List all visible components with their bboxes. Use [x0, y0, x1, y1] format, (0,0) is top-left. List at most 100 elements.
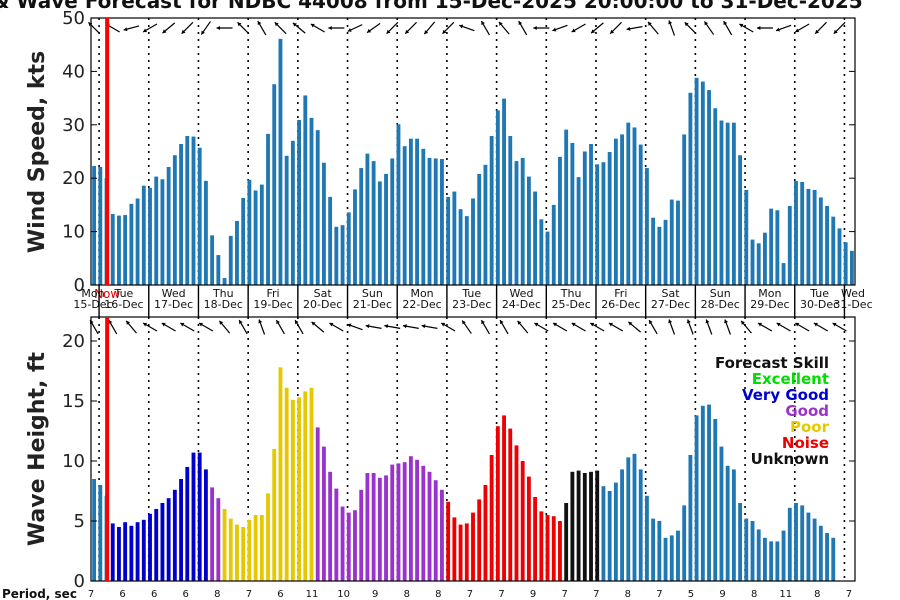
period-label: 8 [214, 589, 220, 600]
y-tick-label: 5 [74, 511, 85, 532]
bar [477, 499, 482, 581]
bar [235, 524, 239, 581]
direction-arrow [310, 23, 325, 33]
bar [278, 367, 283, 581]
bar [738, 503, 743, 581]
direction-arrow [794, 322, 810, 332]
direction-arrow [125, 320, 137, 334]
arrow-head [741, 320, 745, 325]
legend-entry: Poor [790, 418, 830, 436]
direction-arrow [218, 320, 231, 334]
period-label: 6 [277, 589, 283, 600]
bar [166, 166, 171, 285]
arrow-head [481, 21, 485, 26]
bar [669, 535, 674, 581]
direction-arrow [648, 319, 658, 335]
direction-arrow [461, 320, 472, 334]
bar [92, 479, 97, 581]
bar [520, 461, 525, 581]
direction-arrow [724, 319, 731, 335]
arrow-head [198, 322, 203, 327]
wave-plot-frame [90, 316, 856, 582]
legend-entry: Noise [782, 434, 829, 452]
arrow-head [499, 320, 504, 325]
arrow-head [441, 322, 446, 327]
direction-arrow [108, 319, 118, 335]
bar [377, 477, 382, 581]
direction-arrow [200, 21, 211, 35]
bar [446, 196, 451, 285]
bar [781, 530, 786, 581]
arrow-head [123, 27, 128, 32]
bar [415, 459, 420, 581]
bar [489, 455, 494, 581]
bar [284, 155, 289, 285]
direction-arrow [404, 21, 417, 35]
bar [452, 517, 457, 581]
arrow-head [424, 30, 429, 35]
bar [452, 191, 457, 285]
day-date: 18-Dec [204, 298, 243, 311]
arrow-head [329, 322, 334, 327]
bar [495, 426, 500, 581]
arrow-head [239, 320, 243, 325]
bar [98, 485, 103, 581]
bar [526, 476, 531, 581]
y-tick-label: 30 [62, 115, 85, 136]
arrow-head [684, 22, 689, 27]
direction-arrow [608, 322, 624, 332]
day-date: 17-Dec [154, 298, 193, 311]
direction-arrow [421, 324, 438, 329]
direction-arrow [626, 26, 643, 31]
y-tick-label: 20 [62, 331, 85, 352]
direction-arrow [794, 23, 810, 33]
direction-arrow [756, 25, 773, 31]
bar [135, 198, 140, 285]
y-tick-label: 0 [74, 275, 85, 296]
bar [582, 473, 587, 581]
direction-arrow [703, 21, 715, 35]
arrow-head [758, 322, 763, 327]
arrow-head [237, 22, 242, 27]
bar [216, 255, 221, 285]
direction-arrow [237, 21, 250, 35]
bar [179, 479, 183, 581]
bar [750, 521, 755, 581]
bar [657, 521, 662, 581]
chart-title: & Wave Forecast for NDBC 44008 from 15-D… [0, 0, 863, 13]
bar [769, 541, 774, 581]
bar [713, 419, 718, 581]
direction-arrow [142, 23, 158, 33]
day-date: 26-Dec [601, 298, 640, 311]
arrow-head [108, 320, 113, 325]
bar [589, 471, 593, 581]
direction-arrow [480, 20, 490, 36]
bar [626, 457, 631, 581]
direction-arrow [739, 23, 754, 33]
period-label: 7 [246, 589, 252, 600]
day-name: Sun [710, 287, 731, 300]
direction-arrow [238, 319, 248, 335]
bar [632, 127, 637, 285]
period-label: 7 [846, 589, 852, 600]
bar [228, 518, 233, 581]
arrow-head [518, 21, 523, 26]
bar [141, 185, 146, 285]
arrow-head [723, 21, 728, 26]
bar [626, 122, 631, 285]
arrow-head [833, 29, 838, 34]
direction-arrow [123, 25, 140, 32]
bar [185, 136, 190, 285]
direction-arrow [329, 322, 344, 332]
bar [346, 212, 351, 285]
legend-entry: Unknown [751, 450, 829, 468]
bar [825, 533, 829, 581]
arrow-head [756, 25, 761, 31]
direction-arrow [609, 21, 622, 35]
bar [539, 219, 544, 285]
period-label: 6 [183, 589, 189, 600]
